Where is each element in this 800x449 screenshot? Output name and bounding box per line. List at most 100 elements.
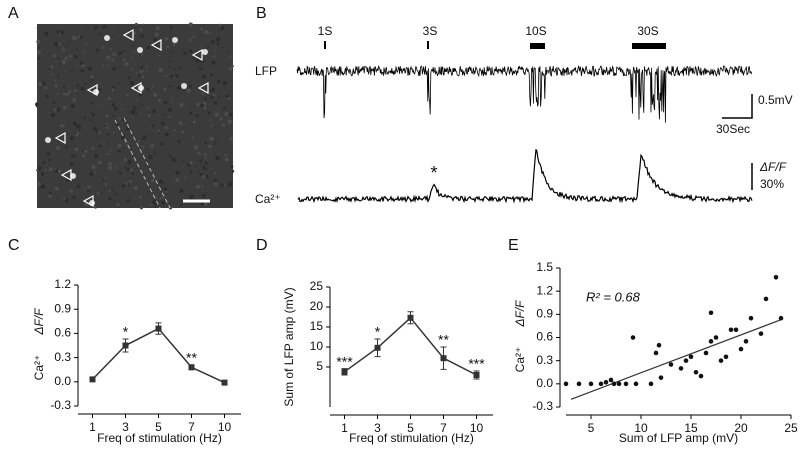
speckle bbox=[101, 142, 104, 145]
speckle bbox=[89, 171, 94, 176]
speckle bbox=[224, 157, 229, 162]
speckle bbox=[168, 85, 171, 88]
speckle bbox=[187, 130, 189, 133]
speckle bbox=[116, 203, 120, 207]
speckle bbox=[224, 111, 229, 116]
speckle bbox=[151, 138, 153, 140]
speckle bbox=[124, 62, 129, 67]
speckle bbox=[84, 52, 87, 55]
speckle bbox=[201, 92, 205, 95]
speckle bbox=[91, 147, 95, 151]
speckle bbox=[104, 182, 108, 186]
speckle bbox=[90, 101, 94, 105]
y-tick-label: 15 bbox=[310, 319, 324, 333]
speckle bbox=[163, 100, 168, 105]
speckle bbox=[117, 149, 121, 153]
speckle bbox=[49, 53, 51, 55]
speckle bbox=[72, 98, 77, 103]
point bbox=[407, 314, 414, 321]
stimulus-label: 30S bbox=[637, 24, 658, 38]
speckle bbox=[115, 123, 120, 127]
point bbox=[713, 335, 719, 340]
microscopy-image bbox=[35, 22, 235, 210]
speckle bbox=[64, 198, 69, 203]
speckle bbox=[155, 26, 160, 31]
speckle bbox=[94, 154, 99, 159]
speckle bbox=[80, 69, 85, 73]
x-tick-label: 5 bbox=[407, 421, 414, 435]
speckle bbox=[208, 31, 212, 34]
speckle bbox=[98, 130, 102, 134]
trace-label: LFP bbox=[255, 64, 277, 78]
speckle bbox=[188, 84, 192, 88]
speckle bbox=[35, 102, 40, 107]
speckle bbox=[161, 83, 164, 85]
cell bbox=[172, 37, 178, 43]
speckle bbox=[141, 75, 145, 78]
speckle bbox=[219, 166, 221, 169]
point bbox=[576, 381, 582, 387]
speckle bbox=[113, 107, 118, 111]
speckle bbox=[59, 53, 61, 55]
speckle bbox=[214, 50, 217, 52]
speckle bbox=[207, 111, 211, 115]
speckle bbox=[62, 48, 66, 52]
speckle bbox=[120, 136, 125, 141]
speckle bbox=[224, 153, 227, 157]
y-tick-label: 0.9 bbox=[54, 301, 71, 315]
speckle bbox=[90, 75, 94, 79]
speckle bbox=[90, 119, 93, 122]
speckle bbox=[105, 126, 108, 129]
speckle bbox=[133, 106, 137, 110]
speckle bbox=[216, 37, 221, 42]
speckle bbox=[121, 108, 124, 111]
point bbox=[708, 310, 714, 316]
speckle bbox=[138, 74, 141, 78]
speckle bbox=[63, 92, 67, 96]
speckle bbox=[151, 124, 155, 128]
speckle bbox=[91, 112, 96, 117]
point bbox=[658, 375, 664, 380]
speckle bbox=[142, 135, 147, 140]
y-tick-label: 25 bbox=[310, 279, 324, 293]
speckle bbox=[142, 145, 145, 149]
speckle bbox=[180, 81, 183, 84]
speckle bbox=[122, 58, 126, 62]
speckle bbox=[97, 160, 102, 165]
speckle bbox=[50, 112, 56, 118]
speckle bbox=[231, 65, 234, 68]
speckle bbox=[108, 197, 112, 201]
x-axis-label: Sum of LFP amp (mV) bbox=[619, 431, 738, 445]
trace-label: Ca²⁺ bbox=[255, 192, 281, 206]
y-tick-label: 0.0 bbox=[54, 374, 71, 388]
speckle bbox=[229, 112, 233, 117]
speckle bbox=[37, 166, 42, 171]
arrowhead bbox=[191, 48, 203, 62]
speckle bbox=[124, 116, 126, 118]
speckle bbox=[231, 170, 235, 173]
speckle bbox=[153, 38, 157, 42]
speckle bbox=[130, 115, 132, 117]
point bbox=[155, 325, 162, 332]
speckle bbox=[216, 42, 220, 46]
speckle bbox=[111, 38, 113, 41]
speckle bbox=[204, 97, 208, 101]
speckle bbox=[204, 141, 208, 145]
cell bbox=[45, 137, 51, 143]
point bbox=[89, 376, 96, 383]
point bbox=[703, 350, 709, 356]
speckle bbox=[133, 31, 137, 35]
x-tick-label: 20 bbox=[734, 421, 748, 435]
speckle bbox=[175, 178, 180, 183]
speckle bbox=[132, 116, 135, 119]
x-tick-label: 10 bbox=[634, 421, 648, 435]
speckle bbox=[225, 94, 229, 99]
stimulus-label: 10S bbox=[525, 24, 546, 38]
speckle bbox=[40, 184, 45, 189]
speckle bbox=[74, 147, 79, 152]
speckle bbox=[99, 191, 102, 194]
x-tick-label: 3 bbox=[122, 420, 129, 434]
speckle bbox=[105, 114, 109, 118]
speckle bbox=[69, 189, 73, 193]
speckle bbox=[132, 50, 136, 53]
